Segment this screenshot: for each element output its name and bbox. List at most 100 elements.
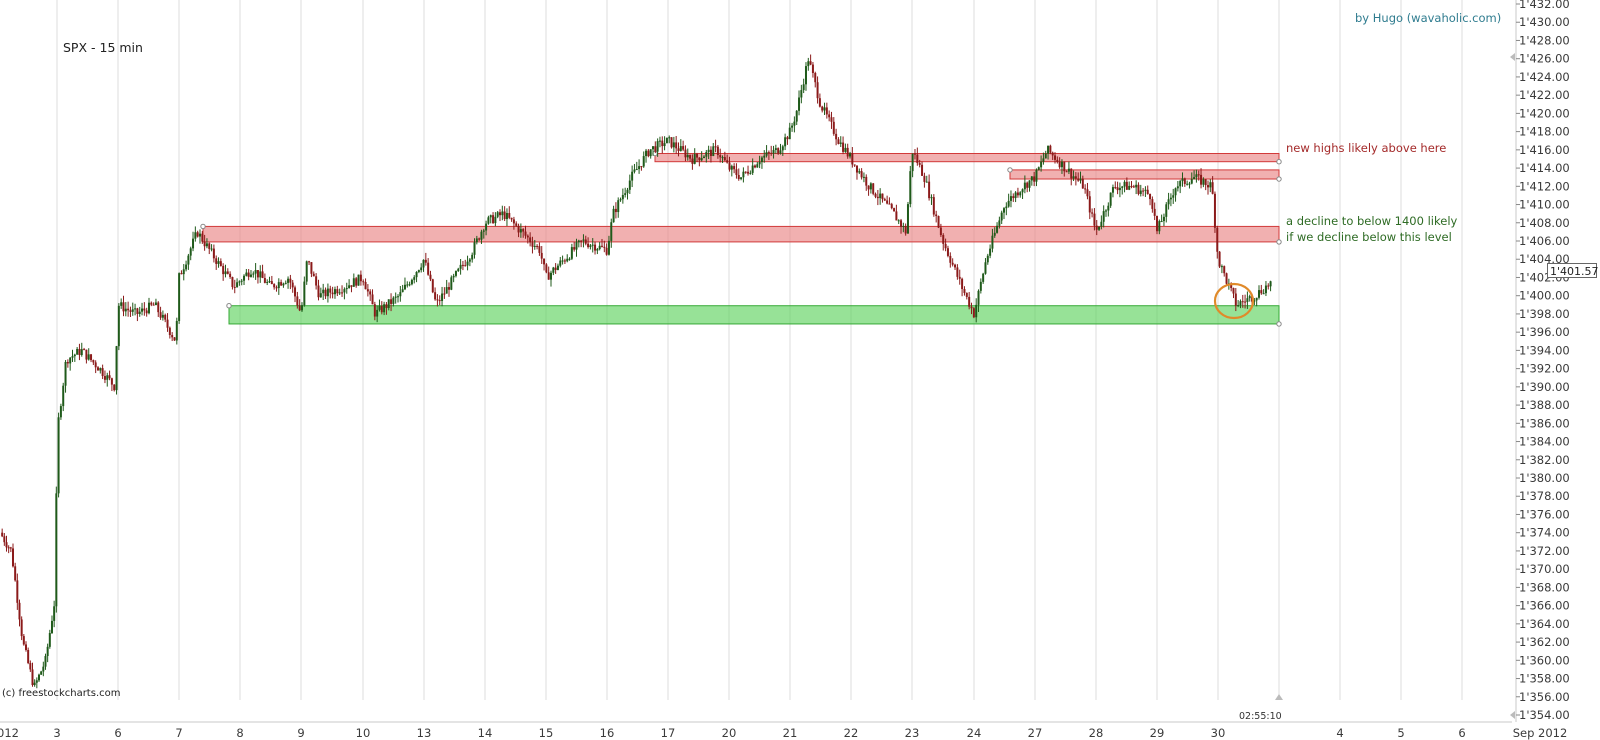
- candle-body: [712, 146, 715, 156]
- candle-body: [937, 216, 940, 228]
- y-tick-label: 1'420.00: [1519, 106, 1570, 120]
- candle-body: [345, 288, 348, 290]
- candle-body: [182, 269, 185, 275]
- candle-body: [231, 277, 234, 287]
- x-tick-label: 17: [661, 726, 676, 740]
- candle-body: [16, 580, 19, 603]
- candle-body: [900, 220, 903, 227]
- candle-body: [763, 155, 766, 158]
- candle-body: [408, 284, 411, 286]
- candle-body: [1158, 221, 1161, 232]
- candle-body: [1102, 211, 1105, 222]
- candle-body: [87, 354, 90, 360]
- candle-body: [617, 200, 620, 213]
- candle-body: [744, 171, 747, 173]
- y-tick-label: 1'430.00: [1519, 15, 1570, 29]
- candle-body: [3, 536, 6, 543]
- candle-body: [1051, 152, 1054, 156]
- candle-body: [66, 361, 69, 364]
- candle-body: [1091, 212, 1094, 214]
- candle-body: [1105, 210, 1108, 212]
- candle-body: [538, 246, 541, 253]
- candle-body: [1253, 300, 1256, 302]
- candle-body: [1195, 174, 1198, 178]
- candle-body: [881, 193, 884, 200]
- candle-body: [897, 220, 900, 222]
- candle-body: [9, 547, 12, 549]
- candle-body: [147, 302, 150, 314]
- candle-body: [730, 166, 733, 170]
- candle-body: [556, 265, 559, 270]
- y-tick-label: 1'362.00: [1519, 635, 1570, 649]
- candle-body: [464, 265, 467, 267]
- candle-body: [663, 143, 666, 147]
- candle-body: [287, 278, 290, 283]
- candle-body: [20, 619, 23, 637]
- candle-body: [233, 286, 236, 288]
- candle-body: [765, 152, 768, 156]
- candle-body: [138, 311, 141, 314]
- candle-body: [434, 292, 437, 300]
- annotation-decline-line1: a decline to below 1400 likely: [1286, 214, 1458, 228]
- candle-body: [984, 262, 987, 274]
- annotation-decline-line2: if we decline below this level: [1286, 230, 1452, 244]
- candle-body: [1, 532, 4, 537]
- candle-body: [180, 273, 183, 275]
- candle-body: [203, 241, 206, 247]
- candle-body: [390, 299, 393, 304]
- candle-body: [828, 114, 831, 118]
- candle-body: [120, 302, 123, 306]
- y-tick-label: 1'422.00: [1519, 88, 1570, 102]
- candle-body: [1005, 206, 1008, 209]
- candle-body: [935, 214, 938, 217]
- candle-body: [607, 240, 610, 255]
- candle-body: [1040, 161, 1043, 168]
- candle-body: [117, 305, 120, 347]
- candle-body: [1169, 197, 1172, 200]
- candle-body: [816, 82, 819, 99]
- x-tick-label: 9: [297, 726, 304, 740]
- candle-body: [1019, 192, 1022, 196]
- y-tick-label: 1'370.00: [1519, 562, 1570, 576]
- candle-body: [1111, 187, 1114, 193]
- candle-body: [397, 296, 400, 298]
- candle-body: [742, 171, 745, 178]
- candle-body: [628, 180, 631, 190]
- candle-body: [266, 281, 269, 283]
- candle-body: [1204, 179, 1207, 186]
- candle-body: [201, 233, 204, 242]
- candle-body: [92, 360, 95, 363]
- candle-body: [893, 208, 896, 212]
- axis-arrow-icon: [1510, 711, 1515, 719]
- candle-body: [844, 147, 847, 152]
- candle-body: [582, 239, 585, 241]
- candle-body: [846, 147, 849, 157]
- candle-body: [526, 235, 529, 238]
- candle-body: [916, 154, 919, 164]
- candle-body: [942, 235, 945, 244]
- candle-body: [508, 212, 511, 218]
- candle-body: [284, 282, 287, 284]
- candle-body: [40, 671, 43, 675]
- candle-body: [1074, 176, 1077, 179]
- candle-body: [392, 297, 395, 304]
- candle-body: [614, 208, 617, 213]
- candle-body: [482, 230, 485, 232]
- candle-body: [612, 208, 615, 223]
- candle-body: [62, 385, 65, 407]
- y-tick-label: 1'366.00: [1519, 599, 1570, 613]
- candle-body: [760, 157, 763, 163]
- candle-body: [364, 282, 367, 290]
- candle-body: [427, 262, 430, 275]
- y-tick-label: 1'386.00: [1519, 416, 1570, 430]
- x-axis: 012 3 6 7 8 9 10 13 14 15 16 17 20 21 22 23 24 27 28 29 30 4 5…: [0, 694, 1567, 740]
- candle-body: [958, 276, 961, 279]
- candle-body: [580, 240, 583, 242]
- candle-body: [1088, 196, 1091, 213]
- candle-body: [254, 270, 257, 274]
- candle-body: [461, 264, 464, 266]
- candle-body: [642, 156, 645, 167]
- candle-body: [373, 304, 376, 317]
- candle-body: [1151, 199, 1154, 209]
- candle-body: [737, 174, 740, 180]
